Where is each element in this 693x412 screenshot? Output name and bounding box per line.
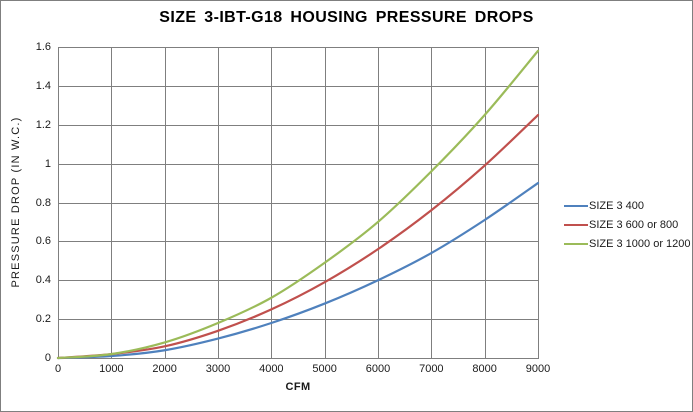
y-tick-label: 0 <box>44 352 51 364</box>
chart-title: SIZE 3-IBT-G18 HOUSING PRESSURE DROPS <box>159 9 534 26</box>
x-tick-label: 2000 <box>152 363 177 375</box>
legend-line-red <box>564 223 588 226</box>
x-axis-title: CFM <box>285 381 311 393</box>
x-tick-label: 0 <box>54 363 62 375</box>
plot-area <box>56 47 540 360</box>
x-tick-label: 8000 <box>472 363 497 375</box>
series-line-0 <box>56 181 540 360</box>
y-tick-label: 0.4 <box>35 274 51 287</box>
x-tick-label: 7000 <box>419 363 444 375</box>
legend-line-green <box>564 242 588 245</box>
series-line-2 <box>56 49 540 360</box>
x-tick-label: 1000 <box>99 363 124 375</box>
y-tick-label: 0.6 <box>35 235 51 248</box>
gridlines <box>58 47 539 359</box>
series-lines <box>56 49 540 360</box>
legend-label: SIZE 3 400 <box>589 199 645 212</box>
y-tick-label: 1.2 <box>35 118 51 131</box>
y-tick-label: 0.2 <box>35 313 51 326</box>
legend-label: SIZE 3 600 or 800 <box>589 218 679 231</box>
legend-item-size-3-600-or-800: SIZE 3 600 or 800 <box>564 215 691 234</box>
y-axis-title: PRESSURE DROP (IN W.C.) <box>10 116 22 288</box>
legend-item-size-3-1000-or-1200: SIZE 3 1000 or 1200 <box>564 234 691 253</box>
y-tick-label: 1 <box>44 157 51 170</box>
x-tick-label: 3000 <box>205 363 231 375</box>
y-tick-label: 1.6 <box>35 41 51 53</box>
legend: SIZE 3 400 SIZE 3 600 or 800 SIZE 3 1000… <box>564 196 691 253</box>
y-tick-label: 0.8 <box>35 196 51 209</box>
x-tick-label: 6000 <box>365 363 391 375</box>
legend-item-size-3-400: SIZE 3 400 <box>564 196 691 215</box>
x-tick-label: 9000 <box>525 363 551 375</box>
legend-line-blue <box>564 204 588 207</box>
y-tick-label: 1.4 <box>35 79 51 92</box>
x-tick-label: 4000 <box>259 363 284 375</box>
x-tick-label: 5000 <box>312 363 337 375</box>
series-line-1 <box>56 113 540 360</box>
legend-label: SIZE 3 1000 or 1200 <box>589 237 691 250</box>
plot-border <box>58 47 539 359</box>
